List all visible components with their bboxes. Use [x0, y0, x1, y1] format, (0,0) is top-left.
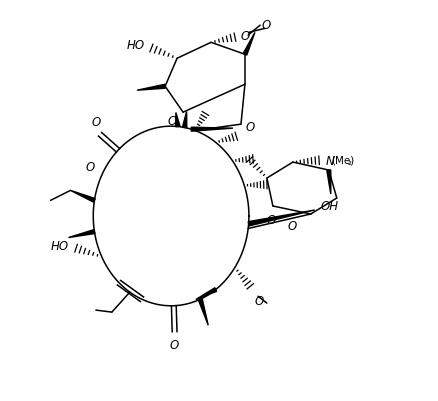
- Text: O: O: [287, 219, 297, 232]
- Polygon shape: [68, 230, 95, 238]
- Text: N: N: [326, 154, 335, 167]
- Text: HO: HO: [51, 239, 69, 253]
- Text: O: O: [168, 115, 177, 128]
- Text: O: O: [261, 19, 271, 32]
- Text: OH: OH: [321, 199, 339, 212]
- Text: O: O: [170, 338, 179, 351]
- Polygon shape: [191, 128, 233, 132]
- Text: HO: HO: [127, 39, 145, 52]
- Polygon shape: [198, 299, 208, 325]
- Text: O: O: [255, 294, 264, 308]
- Polygon shape: [248, 211, 315, 227]
- Text: O: O: [246, 120, 255, 133]
- Polygon shape: [196, 288, 217, 300]
- Polygon shape: [243, 33, 255, 56]
- Polygon shape: [176, 113, 180, 128]
- Polygon shape: [137, 85, 166, 91]
- Text: O: O: [241, 30, 250, 43]
- Text: O: O: [92, 116, 101, 129]
- Text: O: O: [266, 214, 276, 227]
- Polygon shape: [183, 112, 187, 128]
- Text: O: O: [86, 160, 95, 174]
- Text: (Me): (Me): [332, 155, 355, 165]
- Text: ₂: ₂: [348, 157, 352, 167]
- Polygon shape: [71, 191, 95, 203]
- Polygon shape: [327, 170, 331, 194]
